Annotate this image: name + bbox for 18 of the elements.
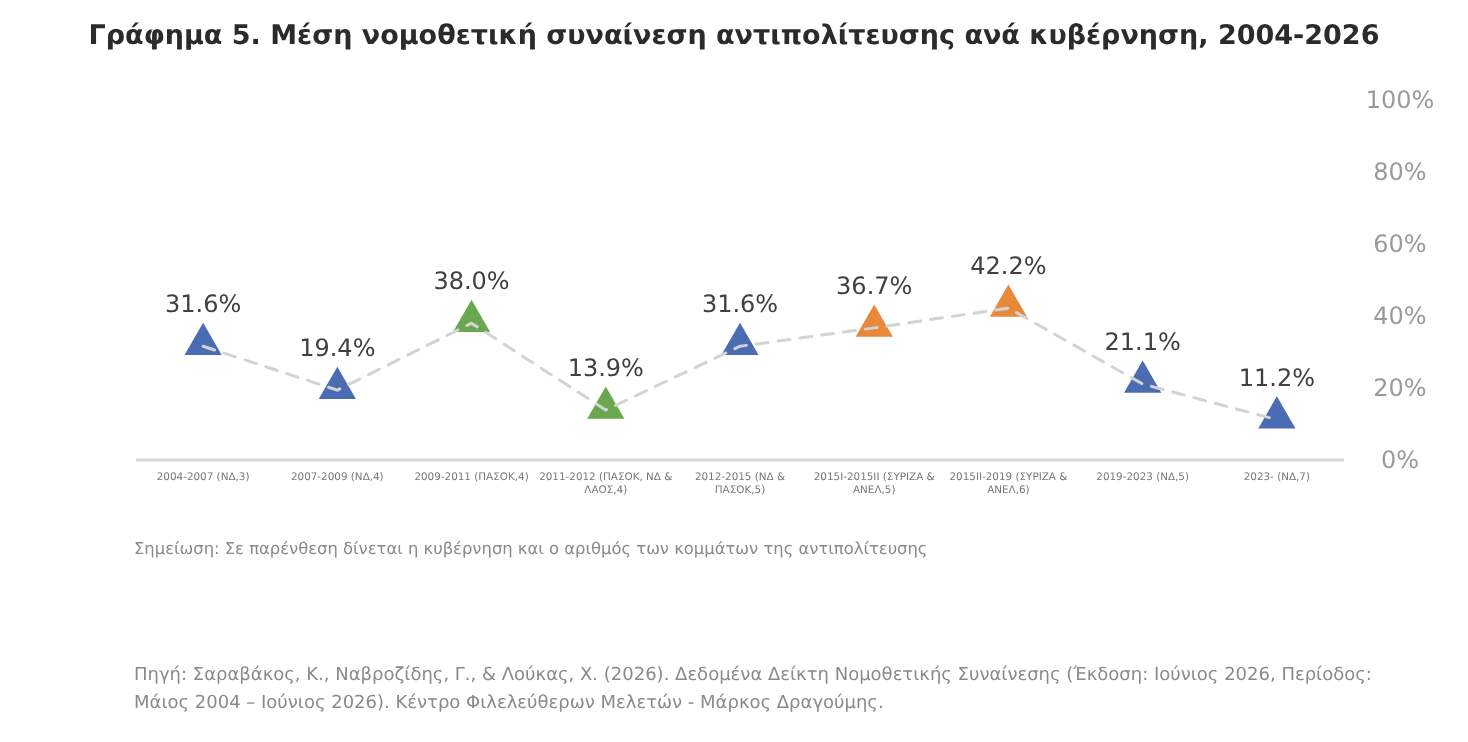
text: Πηγή: Σαραβάκος, Κ., Ναβροζίδης, Γ., & Λούκας, Χ. (2026). Δεδομένα Δείκτη Νομοθετικής Συναίνεσης (Έκδοση: Ιούνιος 2026, Περίοδος: Μάιος 2004 – Ιούνιος 2026). Κέντρο Φιλελεύθερων Μελετών - Μάρκος Δραγούμης. [134,664,1372,714]
text: Σημείωση: Σε παρένθεση δίνεται η κυβέρνηση και ο αριθμός των κομμάτων της αντιπολίτευσης [134,538,928,558]
data-label: 19.4% [299,334,376,363]
data-label: 11.2% [1238,363,1316,392]
data-label: 42.2% [970,252,1047,281]
data-label: 31.6% [701,290,779,319]
data-label: 13.9% [567,353,644,382]
data-label: 38.0% [433,267,510,296]
data-label: 21.1% [1104,328,1181,357]
y-tick-label: 60% [1373,230,1427,258]
y-tick-label: 40% [1373,302,1427,330]
y-tick-label: 20% [1373,374,1427,402]
chart-title: Γράφημα 5. Μέση νομοθετική συναίνεση αντιπολίτευσης ανά κυβέρνηση, 2004-2026 [88,20,1380,52]
data-label: 31.6% [164,290,242,319]
y-tick-label: 100% [1365,86,1435,114]
data-label: 36.7% [836,271,913,300]
y-tick-label: 0% [1380,446,1420,474]
y-tick-label: 80% [1373,158,1427,186]
